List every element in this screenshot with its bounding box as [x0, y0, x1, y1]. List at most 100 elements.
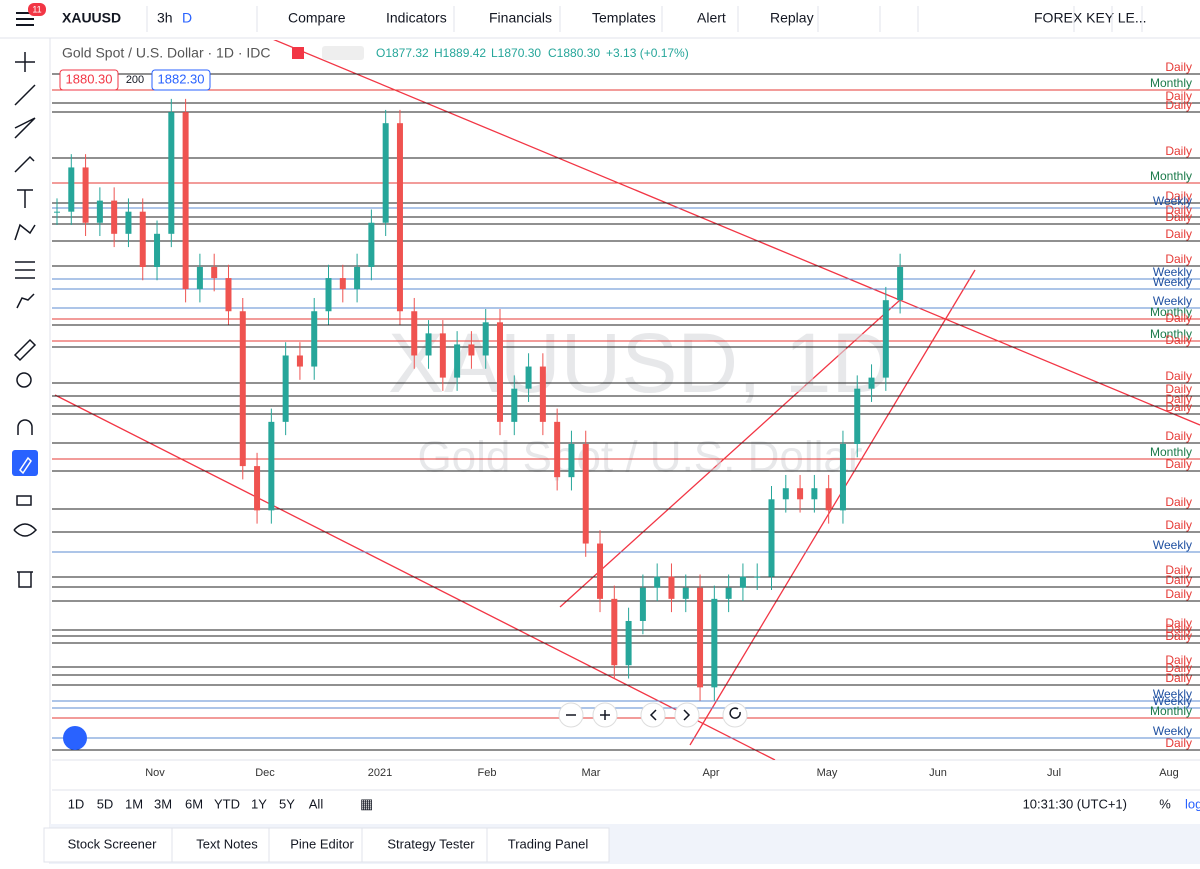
- layout-name[interactable]: FOREX KEY LE...: [1034, 10, 1147, 26]
- candle-body: [196, 266, 203, 290]
- candle-body: [554, 421, 561, 478]
- x-axis-label: Jun: [929, 767, 947, 779]
- level-label: Weekly: [1153, 265, 1192, 279]
- range-button[interactable]: 5D: [97, 796, 114, 811]
- level-label: Daily: [1165, 457, 1192, 471]
- tab[interactable]: [486, 827, 610, 863]
- tab[interactable]: [171, 827, 283, 863]
- interval[interactable]: 3h: [157, 10, 173, 26]
- toolbar-button[interactable]: Compare: [288, 10, 346, 26]
- x-axis-label: 2021: [368, 767, 392, 779]
- chart-nav[interactable]: [558, 702, 748, 728]
- level-label: Weekly: [1153, 275, 1192, 289]
- candle-body: [468, 344, 475, 356]
- candle-body: [139, 211, 146, 267]
- level-label: Monthly: [1150, 704, 1192, 718]
- candle-body: [496, 322, 503, 422]
- candle-body: [754, 576, 761, 578]
- level-label: Daily: [1165, 518, 1192, 532]
- candle-body: [368, 222, 375, 267]
- candle-body: [311, 311, 318, 367]
- percent-toggle[interactable]: %: [1159, 796, 1171, 811]
- candle-body: [882, 300, 889, 378]
- tab[interactable]: [361, 827, 501, 863]
- range-button[interactable]: 1D: [68, 796, 85, 811]
- range-button[interactable]: All: [309, 796, 324, 811]
- level-label: Monthly: [1150, 305, 1192, 319]
- legend-title: Gold Spot / U.S. Dollar · 1D · IDC: [62, 45, 271, 61]
- level-label: Daily: [1165, 203, 1192, 217]
- level-label: Monthly: [1150, 169, 1192, 183]
- level-label: Weekly: [1153, 194, 1192, 208]
- level-label: Monthly: [1150, 76, 1192, 90]
- level-label: Daily: [1165, 189, 1192, 203]
- level-label: Daily: [1165, 60, 1192, 74]
- top-toolbar: [0, 0, 1200, 38]
- candle-body: [454, 344, 461, 378]
- bid-box[interactable]: [59, 69, 119, 91]
- level-label: Daily: [1165, 98, 1192, 112]
- x-axis-label: Jul: [1047, 767, 1061, 779]
- level-label: Daily: [1165, 671, 1192, 685]
- log-toggle[interactable]: log: [1185, 796, 1200, 811]
- toolbar-button[interactable]: Financials: [489, 10, 552, 26]
- candle-body: [425, 333, 432, 356]
- x-axis-label: Apr: [702, 767, 719, 779]
- legend-toggle[interactable]: [322, 46, 364, 60]
- candle-body: [182, 112, 189, 290]
- level-label: Monthly: [1150, 327, 1192, 341]
- toolbar-button[interactable]: Indicators: [386, 10, 447, 26]
- range-button[interactable]: 1M: [125, 796, 143, 811]
- range-button[interactable]: YTD: [214, 796, 240, 811]
- candle-body: [354, 266, 361, 290]
- level-label: Daily: [1165, 563, 1192, 577]
- x-axis-label: Feb: [478, 767, 497, 779]
- legend-high: H1889.42: [434, 46, 486, 60]
- toolbar-button[interactable]: Alert: [697, 10, 726, 26]
- toolbar-button[interactable]: Replay: [770, 10, 814, 26]
- candle-body: [868, 377, 875, 389]
- candle-body: [897, 266, 904, 301]
- left-tools[interactable]: [12, 52, 38, 588]
- clock: 10:31:30 (UTC+1): [1023, 796, 1127, 811]
- tab-label: Stock Screener: [68, 836, 158, 851]
- candle-body: [654, 576, 661, 588]
- candle-body: [768, 499, 775, 577]
- badge-count: 11: [32, 4, 41, 14]
- level-label: Weekly: [1153, 294, 1192, 308]
- candle-body: [282, 355, 289, 422]
- tab-label: Text Notes: [196, 836, 258, 851]
- legend-change: +3.13 (+0.17%): [606, 46, 689, 60]
- tab-label: Strategy Tester: [387, 836, 475, 851]
- toolbar-button[interactable]: Templates: [592, 10, 656, 26]
- symbol[interactable]: XAUUSD: [62, 10, 121, 26]
- date-range-icon[interactable]: ▦: [360, 796, 373, 812]
- candle-body: [597, 543, 604, 599]
- candle-body: [782, 488, 789, 500]
- candle-body: [96, 200, 103, 223]
- candle-body: [211, 266, 218, 279]
- menu-icon[interactable]: [16, 12, 34, 26]
- range-button[interactable]: 3M: [154, 796, 172, 811]
- watermark-name: Gold Spot / U.S. Dollar: [417, 433, 862, 482]
- candle-body: [339, 278, 346, 290]
- candle-body: [439, 333, 446, 378]
- level-label: Daily: [1165, 573, 1192, 587]
- candle-body: [325, 278, 332, 312]
- candle-body: [125, 211, 132, 234]
- badge: [28, 3, 46, 16]
- tab[interactable]: [43, 827, 181, 863]
- interval-active[interactable]: D: [182, 10, 192, 26]
- level-label: Daily: [1165, 495, 1192, 509]
- ask-box[interactable]: [151, 69, 211, 91]
- candle-body: [525, 366, 532, 389]
- range-button[interactable]: 1Y: [251, 796, 267, 811]
- level-label: Daily: [1165, 629, 1192, 643]
- level-label: Daily: [1165, 252, 1192, 266]
- range-button[interactable]: 5Y: [279, 796, 295, 811]
- tab[interactable]: [268, 827, 376, 863]
- candle-body: [411, 311, 418, 356]
- candle-body: [797, 488, 804, 500]
- range-button[interactable]: 6M: [185, 796, 203, 811]
